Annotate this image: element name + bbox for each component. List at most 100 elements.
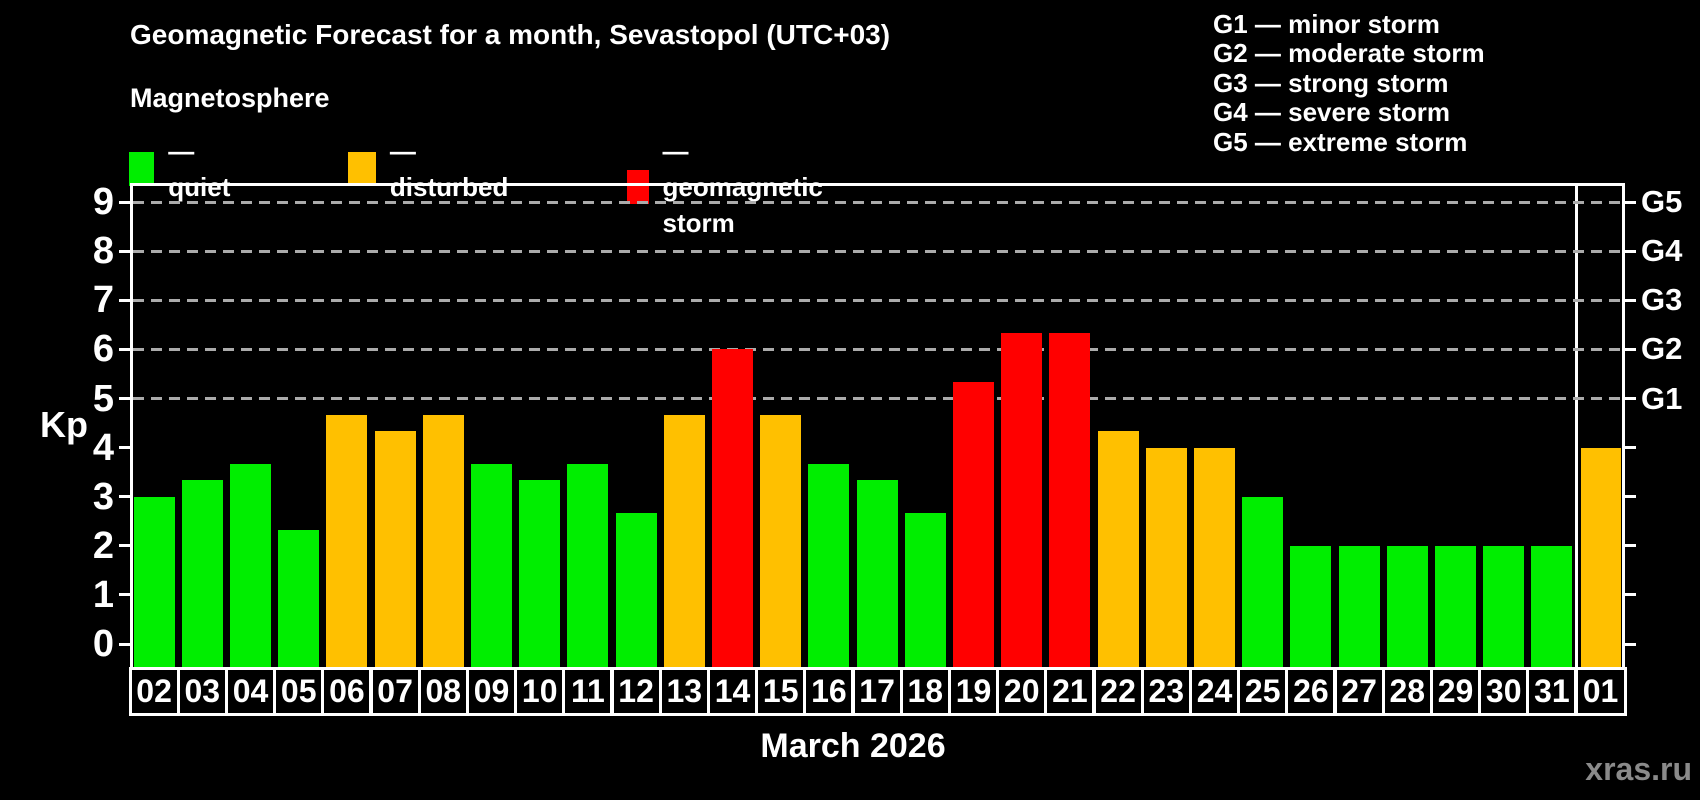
day-label-box: 04 — [224, 666, 277, 716]
storm-color-swatch — [627, 170, 649, 204]
y-tick-right-6 — [1625, 347, 1636, 351]
kp-bar-day-06 — [326, 414, 368, 668]
y-tick-left-1 — [119, 593, 130, 597]
kp-bar-day-05 — [278, 529, 320, 668]
watermark: xras.ru — [1585, 751, 1692, 787]
y-tick-left-4 — [119, 446, 130, 450]
day-label-box: 06 — [321, 666, 373, 716]
day-label-box: 30 — [1478, 666, 1530, 716]
y-axis-label-9: 9 — [92, 181, 114, 224]
day-label-box: 03 — [176, 666, 228, 716]
day-label-box: 15 — [755, 666, 807, 716]
storm-scale-legend: G1 — minor storm G2 — moderate storm G3 — … — [1213, 9, 1485, 157]
day-label-box: 20 — [996, 666, 1048, 716]
day-label-box: 31 — [1526, 666, 1578, 716]
y-tick-right-3 — [1625, 495, 1636, 499]
kp-bar-day-28 — [1386, 545, 1428, 668]
day-label-box: 11 — [562, 666, 614, 716]
y-tick-right-5 — [1625, 397, 1636, 400]
kp-bar-day-15 — [760, 414, 802, 668]
kp-bar-day-09 — [471, 463, 512, 668]
y-tick-left-9 — [119, 200, 130, 204]
kp-bar-day-27 — [1338, 545, 1380, 668]
y-tick-left-7 — [119, 298, 130, 302]
legend-label: — quiet — [168, 136, 231, 202]
page-title: Geomagnetic Forecast for a month, Sevast… — [130, 19, 891, 50]
y-axis-label-4: 4 — [92, 426, 114, 469]
y-axis-label-2: 2 — [92, 524, 114, 567]
g-level-label-G5: G5 — [1641, 184, 1683, 220]
y-tick-left-0 — [119, 642, 130, 646]
storm-scale-legend-line: G5 — extreme storm — [1213, 126, 1468, 157]
day-label-box: 25 — [1237, 666, 1289, 716]
gridline-kp8 — [133, 249, 1622, 253]
day-label-box: 22 — [1092, 666, 1144, 716]
kp-bar-day-13 — [663, 414, 705, 668]
day-label-box: 26 — [1285, 666, 1337, 716]
kp-bar-day-20 — [1001, 333, 1043, 668]
day-label-box: 28 — [1381, 666, 1433, 716]
kp-bar-day-30 — [1483, 545, 1525, 668]
kp-bar-day-22 — [1097, 431, 1139, 668]
y-tick-left-5 — [119, 397, 130, 400]
y-axis-label-3: 3 — [92, 475, 114, 518]
kp-bar-day-23 — [1145, 447, 1187, 668]
storm-scale-legend-line: G1 — minor storm — [1213, 9, 1440, 39]
y-tick-right-0 — [1625, 642, 1636, 646]
day-label-box: 29 — [1429, 666, 1482, 716]
kp-bar-day-25 — [1242, 496, 1284, 668]
y-tick-right-1 — [1625, 593, 1636, 597]
g-level-label-G4: G4 — [1641, 233, 1683, 269]
kp-bar-day-03 — [181, 480, 223, 668]
month-label: March 2026 — [760, 727, 946, 765]
plot-area — [130, 183, 1625, 668]
legend-item-disturbed: — disturbed — [348, 133, 514, 205]
day-label-box: 21 — [1044, 666, 1096, 716]
gridline-kp7 — [133, 298, 1622, 302]
day-label-box: 16 — [803, 666, 855, 716]
kp-bar-day-26 — [1290, 545, 1332, 668]
y-axis-label-7: 7 — [92, 279, 114, 322]
disturbed-color-swatch — [348, 152, 376, 186]
y-tick-left-8 — [119, 249, 130, 253]
legend-label: — geomagnetic storm — [662, 136, 823, 238]
kp-bar-day-24 — [1194, 447, 1235, 668]
month-separator-line — [1574, 183, 1578, 668]
y-axis-label-1: 1 — [92, 573, 114, 616]
quiet-color-swatch — [129, 152, 155, 186]
g-level-label-G1: G1 — [1641, 380, 1683, 416]
day-label-box: 24 — [1188, 666, 1241, 716]
kp-bar-day-19 — [953, 382, 994, 668]
legend-item-storm: — geomagnetic storm — [627, 133, 835, 241]
y-axis-label-8: 8 — [92, 230, 114, 273]
day-label-box: 09 — [465, 666, 518, 716]
kp-bar-day-14 — [712, 349, 753, 668]
kp-bar-day-10 — [519, 480, 561, 668]
storm-scale-legend-line: G4 — severe storm — [1213, 97, 1451, 128]
day-label-box: 05 — [273, 666, 325, 716]
kp-bar-day-31 — [1531, 545, 1573, 668]
day-label-box: 13 — [658, 666, 710, 716]
day-label-box: 14 — [706, 666, 759, 716]
gridline-kp9 — [133, 200, 1622, 204]
day-label-box: 17 — [851, 666, 903, 716]
kp-bar-day-04 — [230, 463, 271, 668]
day-label-box: 12 — [610, 666, 662, 716]
kp-bar-day-18 — [904, 512, 946, 668]
kp-bar-day-12 — [615, 512, 657, 668]
gridline-kp6 — [133, 347, 1622, 351]
day-label-box: 19 — [947, 666, 1000, 716]
kp-bar-day-01 — [1580, 447, 1621, 668]
y-tick-left-3 — [119, 495, 130, 499]
y-tick-right-2 — [1625, 544, 1636, 548]
y-tick-left-6 — [119, 347, 130, 351]
kp-bar-day-21 — [1049, 333, 1091, 668]
kp-bar-day-11 — [567, 463, 609, 668]
day-label-box: 07 — [369, 666, 421, 716]
magnetosphere-subtitle: Magnetosphere — [130, 83, 330, 113]
day-label-box: 27 — [1333, 666, 1385, 716]
y-axis-label-6: 6 — [92, 328, 114, 371]
g-level-label-G3: G3 — [1641, 282, 1683, 318]
kp-bar-day-07 — [374, 431, 416, 668]
